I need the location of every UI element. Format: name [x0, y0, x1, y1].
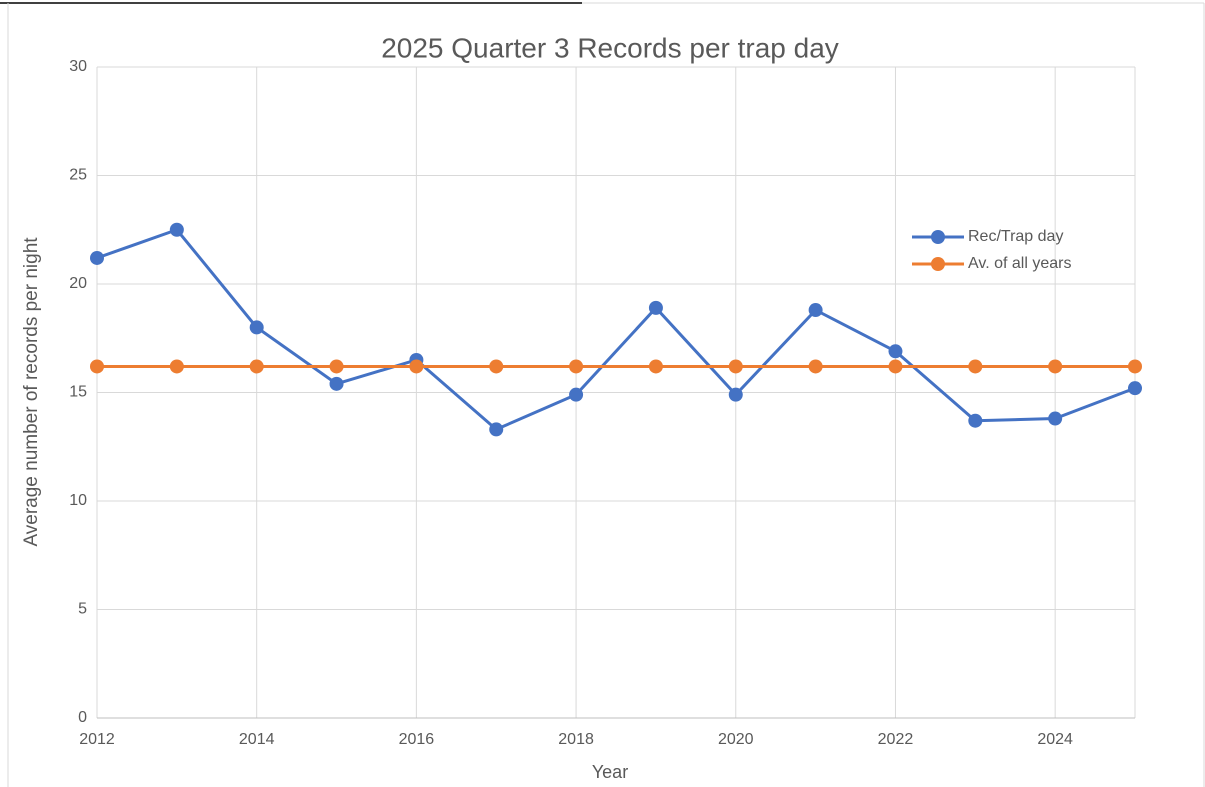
- data-point: [489, 359, 504, 374]
- data-point: [249, 359, 264, 374]
- data-point: [648, 300, 663, 315]
- y-tick-label: 20: [69, 275, 87, 292]
- data-point: [808, 359, 823, 374]
- legend-label: Rec/Trap day: [968, 228, 1063, 245]
- data-point: [169, 359, 184, 374]
- x-axis-label: Year: [592, 762, 628, 782]
- data-point: [728, 387, 743, 402]
- data-point: [329, 359, 344, 374]
- data-point: [249, 320, 264, 335]
- data-point: [90, 250, 104, 265]
- data-point: [968, 359, 983, 374]
- y-tick-label: 5: [78, 601, 87, 618]
- data-point: [569, 387, 584, 402]
- x-tick-label: 2022: [878, 731, 914, 748]
- x-tick-label: 2020: [718, 731, 754, 748]
- y-axis-label: Average number of records per night: [21, 237, 42, 547]
- series-line: [96, 227, 1136, 432]
- data-point: [888, 344, 903, 359]
- y-tick-label: 30: [69, 58, 87, 75]
- data-point: [169, 222, 184, 237]
- data-point: [968, 413, 983, 428]
- chart-title: 2025 Quarter 3 Records per trap day: [381, 32, 839, 63]
- data-point: [329, 376, 344, 391]
- legend-label: Av. of all years: [968, 255, 1071, 272]
- y-tick-label: 0: [78, 709, 87, 726]
- y-tick-label: 15: [69, 384, 87, 401]
- data-point: [648, 359, 663, 374]
- data-point: [1048, 359, 1063, 374]
- data-point: [1128, 359, 1142, 374]
- x-tick-label: 2012: [79, 731, 115, 748]
- data-point: [1128, 381, 1142, 396]
- data-point: [888, 359, 903, 374]
- legend-marker: [931, 257, 945, 271]
- x-tick-label: 2016: [399, 731, 435, 748]
- data-point: [1048, 411, 1063, 426]
- data-point: [808, 303, 823, 318]
- x-tick-label: 2024: [1037, 731, 1073, 748]
- data-point: [409, 359, 424, 374]
- data-point: [728, 359, 743, 374]
- x-tick-label: 2018: [558, 731, 594, 748]
- y-tick-label: 10: [69, 492, 87, 509]
- data-point: [489, 422, 504, 437]
- data-point: [90, 359, 104, 374]
- data-point: [569, 359, 584, 374]
- x-tick-label: 2014: [239, 731, 275, 748]
- legend-marker: [931, 230, 945, 244]
- y-tick-label: 25: [69, 167, 87, 184]
